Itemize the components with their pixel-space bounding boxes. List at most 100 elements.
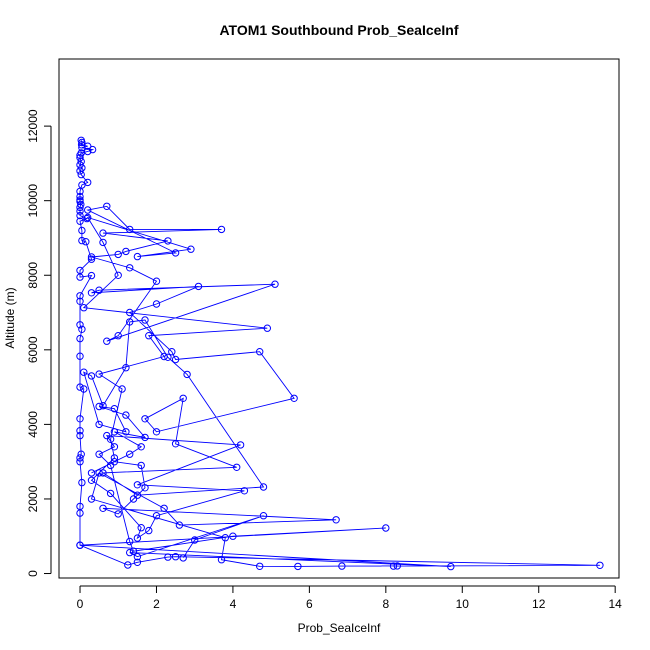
data-point — [171, 553, 180, 561]
y-tick-label: 0 — [26, 570, 40, 577]
y-tick-label: 10000 — [26, 184, 40, 218]
x-tick-label: 14 — [608, 597, 622, 611]
data-point — [256, 562, 264, 570]
data-point — [141, 433, 149, 442]
data-point — [95, 469, 103, 477]
data-point — [183, 370, 191, 379]
x-tick-label: 6 — [306, 597, 313, 611]
data-point — [114, 332, 122, 340]
data-point — [152, 512, 161, 520]
data-point — [141, 415, 149, 423]
data-point — [290, 394, 298, 402]
data-point — [164, 353, 172, 361]
data-point — [259, 512, 268, 520]
data-point — [137, 524, 145, 532]
data-point — [175, 521, 184, 529]
series-layer — [76, 136, 604, 571]
data-point — [294, 562, 302, 571]
data-point — [99, 238, 107, 247]
y-tick-label: 4000 — [26, 411, 40, 438]
data-point — [78, 236, 86, 245]
data-point — [129, 547, 138, 555]
data-point — [76, 431, 84, 440]
data-point — [126, 548, 134, 557]
data-point — [110, 443, 119, 451]
x-axis: 0 2 4 6 8 10 12 14 — [77, 585, 622, 611]
data-point — [126, 264, 134, 272]
data-point — [114, 271, 122, 279]
x-tick-label: 2 — [153, 597, 160, 611]
data-point — [233, 463, 241, 471]
data-point — [84, 206, 92, 214]
data-point — [168, 348, 176, 356]
data-point — [76, 415, 84, 423]
data-point — [191, 536, 199, 544]
data-point — [106, 435, 115, 443]
data-point — [76, 297, 84, 305]
data-point — [83, 214, 91, 223]
data-point — [160, 352, 168, 361]
data-point — [126, 225, 134, 234]
data-point — [95, 420, 103, 429]
data-point — [77, 170, 85, 179]
data-point — [338, 562, 346, 570]
data-point — [76, 217, 84, 225]
data-point — [76, 541, 84, 549]
data-point — [87, 253, 96, 261]
data-point — [389, 562, 398, 570]
data-point — [133, 534, 142, 542]
data-point — [133, 481, 142, 489]
data-point — [122, 364, 130, 372]
y-tick-label: 2000 — [26, 485, 40, 512]
data-point — [126, 308, 134, 317]
data-point — [99, 402, 107, 410]
data-point — [87, 289, 96, 297]
data-point — [137, 443, 145, 451]
data-point — [76, 154, 84, 162]
x-axis-label: Prob_SeaIceInf — [298, 621, 381, 635]
data-point — [84, 213, 92, 222]
data-point — [129, 495, 138, 503]
data-point — [118, 385, 126, 393]
data-point — [393, 562, 401, 570]
data-point — [221, 534, 230, 542]
y-tick-label: 12000 — [26, 109, 40, 143]
chart-title: ATOM1 Southbound Prob_SeaIceInf — [219, 22, 458, 38]
data-point — [76, 509, 84, 517]
data-point — [110, 405, 119, 413]
x-tick-label: 8 — [382, 597, 389, 611]
data-point — [87, 476, 96, 484]
data-point — [126, 318, 134, 326]
data-point — [141, 316, 149, 324]
data-point — [122, 411, 130, 419]
data-point — [122, 247, 130, 256]
data-point — [106, 489, 115, 498]
data-point — [87, 469, 96, 477]
data-point — [122, 428, 130, 436]
data-point — [106, 461, 115, 470]
data-point — [236, 441, 245, 449]
data-point — [76, 321, 84, 329]
data-point — [77, 450, 85, 458]
y-tick-label: 8000 — [26, 262, 40, 289]
data-point — [126, 537, 134, 546]
data-point — [263, 324, 271, 332]
data-point — [95, 286, 103, 294]
data-point — [145, 332, 153, 340]
data-point — [259, 483, 268, 491]
data-point — [332, 516, 340, 524]
data-point — [382, 524, 390, 532]
data-point — [133, 252, 142, 261]
data-point — [80, 385, 88, 393]
y-tick-label: 6000 — [26, 336, 40, 363]
data-point — [133, 558, 142, 566]
data-point — [126, 450, 134, 458]
data-point — [76, 273, 84, 281]
data-point — [110, 428, 119, 436]
data-point — [103, 202, 111, 211]
data-point — [114, 250, 122, 259]
data-point — [88, 145, 97, 154]
data-point — [99, 469, 107, 477]
